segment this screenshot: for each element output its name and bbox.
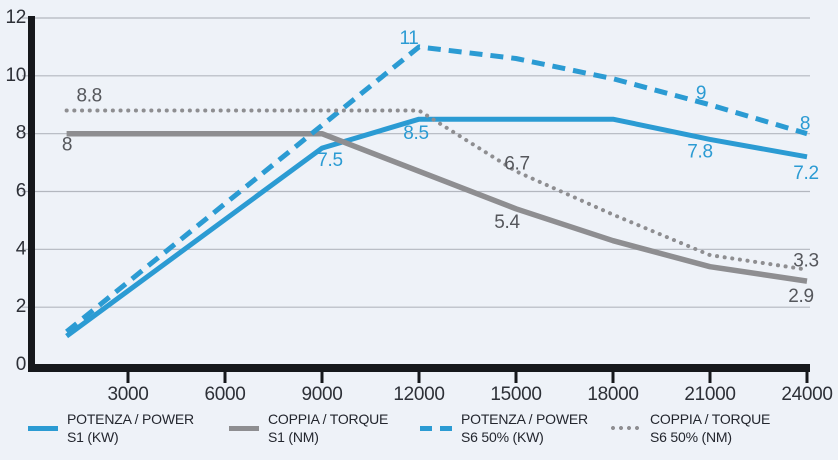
svg-text:4: 4 bbox=[16, 238, 27, 259]
legend-label-torque-s6: COPPIA / TORQUE S6 50% (NM) bbox=[650, 410, 770, 446]
svg-text:8: 8 bbox=[800, 114, 810, 135]
legend-label-line2: S1 (NM) bbox=[268, 429, 319, 445]
svg-text:2: 2 bbox=[16, 296, 26, 317]
svg-text:3.3: 3.3 bbox=[793, 251, 819, 272]
svg-text:12: 12 bbox=[5, 7, 26, 28]
solid-blue-line-icon bbox=[28, 425, 58, 431]
svg-text:11: 11 bbox=[399, 28, 418, 49]
svg-text:10: 10 bbox=[5, 65, 26, 86]
svg-text:0: 0 bbox=[16, 354, 26, 375]
dotted-gray-line-icon bbox=[609, 426, 641, 430]
legend-item-torque-s6: COPPIA / TORQUE S6 50% (NM) bbox=[609, 410, 770, 446]
svg-text:9000: 9000 bbox=[301, 384, 342, 405]
legend-item-torque-s1: COPPIA / TORQUE S1 (NM) bbox=[229, 410, 388, 446]
svg-text:3000: 3000 bbox=[107, 384, 148, 405]
svg-text:8.5: 8.5 bbox=[403, 123, 429, 144]
svg-text:7.2: 7.2 bbox=[793, 163, 819, 184]
legend-label-line2: S6 50% (NM) bbox=[650, 429, 732, 445]
svg-text:15000: 15000 bbox=[490, 384, 541, 405]
legend-item-power-s6: POTENZA / POWER S6 50% (KW) bbox=[420, 410, 588, 446]
svg-text:24000: 24000 bbox=[781, 384, 832, 405]
svg-text:9: 9 bbox=[696, 83, 706, 104]
svg-text:18000: 18000 bbox=[587, 384, 638, 405]
chart-area: 3000 6000 9000 12000 15000 18000 21000 24000 0 2 4… bbox=[5, 7, 833, 405]
power-torque-chart: 3000 6000 9000 12000 15000 18000 21000 24000 0 2 4… bbox=[5, 7, 833, 405]
svg-text:8: 8 bbox=[16, 123, 26, 144]
svg-text:8.8: 8.8 bbox=[76, 86, 102, 107]
legend-label-line2: S1 (KW) bbox=[67, 429, 119, 445]
legend-item-power-s1: POTENZA / POWER S1 (KW) bbox=[28, 410, 194, 446]
svg-text:8: 8 bbox=[62, 135, 72, 156]
legend-label-line1: POTENZA / POWER bbox=[67, 411, 194, 427]
solid-gray-line-icon bbox=[229, 425, 259, 431]
legend-label-power-s6: POTENZA / POWER S6 50% (KW) bbox=[461, 410, 588, 446]
chart-legend: POTENZA / POWER S1 (KW) COPPIA / TORQUE … bbox=[0, 405, 838, 460]
legend-label-power-s1: POTENZA / POWER S1 (KW) bbox=[67, 410, 194, 446]
svg-text:12000: 12000 bbox=[393, 384, 444, 405]
svg-text:6.7: 6.7 bbox=[504, 153, 530, 174]
svg-text:7.8: 7.8 bbox=[687, 141, 713, 162]
svg-text:21000: 21000 bbox=[684, 384, 735, 405]
legend-label-line1: POTENZA / POWER bbox=[461, 411, 588, 427]
svg-text:6: 6 bbox=[16, 181, 26, 202]
svg-text:5.4: 5.4 bbox=[494, 212, 520, 233]
dashed-blue-line-icon bbox=[420, 425, 452, 431]
legend-label-line1: COPPIA / TORQUE bbox=[268, 411, 389, 427]
svg-text:2.9: 2.9 bbox=[788, 286, 814, 307]
svg-text:6000: 6000 bbox=[204, 384, 245, 405]
legend-label-torque-s1: COPPIA / TORQUE S1 (NM) bbox=[268, 410, 388, 446]
legend-label-line1: COPPIA / TORQUE bbox=[650, 411, 771, 427]
legend-label-line2: S6 50% (KW) bbox=[461, 429, 544, 445]
svg-text:7.5: 7.5 bbox=[317, 150, 343, 171]
